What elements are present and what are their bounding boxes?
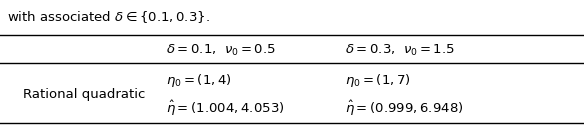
Text: $\hat{\eta} = (0.999, 6.948)$: $\hat{\eta} = (0.999, 6.948)$ [345,99,463,118]
Text: $\eta_0 = (1, 4)$: $\eta_0 = (1, 4)$ [166,72,232,89]
Text: Rational quadratic: Rational quadratic [23,88,146,101]
Text: $\hat{\eta} = (1.004, 4.053)$: $\hat{\eta} = (1.004, 4.053)$ [166,99,285,118]
Text: $\delta = 0.1$,  $\nu_0 = 0.5$: $\delta = 0.1$, $\nu_0 = 0.5$ [166,43,276,58]
Text: with associated $\delta \in \{0.1, 0.3\}$.: with associated $\delta \in \{0.1, 0.3\}… [7,9,210,25]
Text: $\delta = 0.3$,  $\nu_0 = 1.5$: $\delta = 0.3$, $\nu_0 = 1.5$ [345,43,454,58]
Text: $\eta_0 = (1, 7)$: $\eta_0 = (1, 7)$ [345,72,411,89]
